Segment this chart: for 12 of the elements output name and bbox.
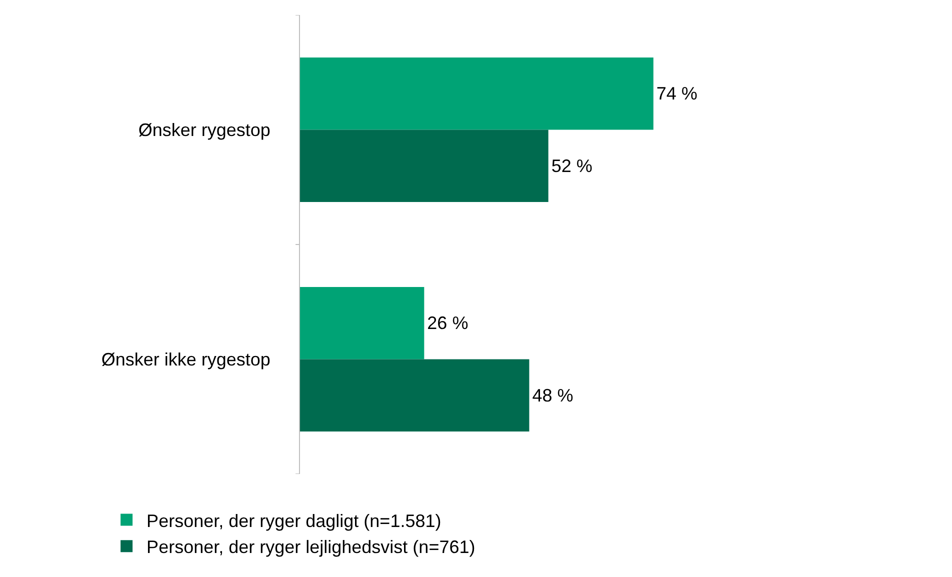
data-label: 52 % bbox=[551, 156, 592, 176]
data-label: 74 % bbox=[656, 84, 698, 104]
legend-label: Personer, der ryger dagligt (n=1.581) bbox=[146, 510, 442, 531]
data-label: 26 % bbox=[427, 313, 468, 334]
bar bbox=[300, 286, 424, 360]
y-tick-label: Ønsker rygestop bbox=[138, 120, 270, 140]
y-tick-label: Ønsker ikke rygestop bbox=[101, 350, 270, 370]
legend-label: Personer, der ryger lejlighedsvist (n=761) bbox=[146, 537, 476, 558]
bar bbox=[300, 57, 654, 130]
bar bbox=[300, 130, 548, 202]
bar bbox=[300, 359, 530, 432]
data-label: 48 % bbox=[532, 385, 574, 406]
